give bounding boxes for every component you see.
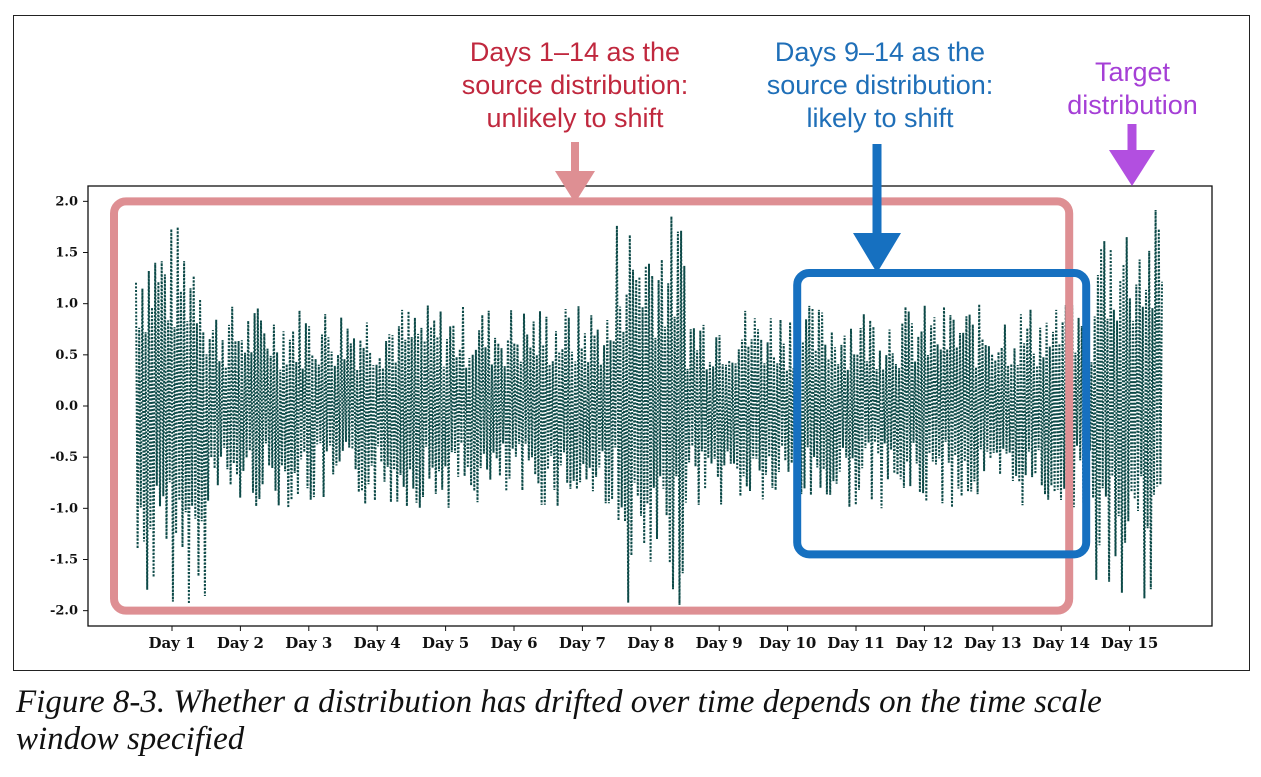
annotation-line: source distribution:	[461, 70, 689, 100]
x-tick-label: Day 9	[696, 634, 743, 652]
x-axis: Day 1 Day 2 Day 3 Day 4 Day 5 Day 6 Day 7 Day 8…	[148, 626, 1158, 652]
arrow-source-short-head	[853, 233, 901, 273]
figure-caption: Figure 8-3. Whether a distribution has d…	[16, 684, 1246, 758]
annotation-line: Target	[1094, 57, 1171, 87]
annotation-line: Days 1–14 as the	[469, 37, 681, 67]
y-tick-label: -0.5	[50, 450, 78, 465]
series-line	[135, 209, 1163, 605]
x-tick-label: Day 7	[559, 634, 606, 652]
x-tick-label: Day 10	[759, 634, 817, 652]
y-tick-label: -2.0	[50, 604, 78, 619]
y-tick-label: 0.5	[55, 348, 78, 363]
highlight-box-source-long	[110, 197, 1074, 615]
highlight-boxes	[110, 197, 1091, 615]
x-tick-label: Day 8	[627, 634, 674, 652]
annotation-line: likely to shift	[806, 103, 954, 133]
y-tick-label: -1.5	[50, 552, 78, 567]
arrow-source-long-head	[555, 171, 595, 203]
x-tick-label: Day 11	[827, 634, 885, 652]
caption-line: Figure 8-3. Whether a distribution has d…	[16, 684, 1102, 720]
annotation-target: Target distribution	[1055, 56, 1210, 122]
annotation-source-long: Days 1–14 as the source distribution: un…	[430, 36, 720, 135]
y-tick-label: 0.0	[55, 399, 78, 414]
annotation-line: unlikely to shift	[486, 103, 664, 133]
y-tick-label: 2.0	[55, 194, 78, 209]
y-axis: 2.0 1.5 1.0 0.5 0.0 -0.5 -1.0 -1.5 -2.0	[50, 194, 88, 619]
annotation-source-short: Days 9–14 as the source distribution: li…	[735, 36, 1025, 135]
x-tick-label: Day 15	[1101, 634, 1159, 652]
y-tick-label: 1.0	[55, 297, 78, 312]
x-tick-label: Day 6	[490, 634, 537, 652]
annotation-line: distribution	[1067, 90, 1198, 120]
x-tick-label: Day 14	[1032, 634, 1090, 652]
arrow-target-head	[1109, 150, 1155, 186]
x-tick-label: Day 1	[148, 634, 195, 652]
annotation-line: source distribution:	[766, 70, 994, 100]
highlight-box-source-short	[793, 268, 1091, 559]
caption-line: window specified	[16, 721, 245, 757]
series-line-path	[135, 209, 1163, 605]
x-tick-label: Day 5	[422, 634, 469, 652]
y-tick-label: -1.0	[50, 501, 78, 516]
x-tick-label: Day 4	[354, 634, 401, 652]
y-tick-label: 1.5	[55, 246, 78, 261]
x-tick-label: Day 3	[285, 634, 332, 652]
annotation-arrows	[555, 124, 1155, 273]
x-tick-label: Day 12	[896, 634, 954, 652]
annotation-line: Days 9–14 as the	[774, 37, 986, 67]
chart: 2.01.51.00.50.0-0.5-1.0-1.5-2.0 Day 1 Day…	[50, 124, 1213, 652]
x-tick-label: Day 2	[217, 634, 264, 652]
x-tick-label: Day 13	[964, 634, 1022, 652]
